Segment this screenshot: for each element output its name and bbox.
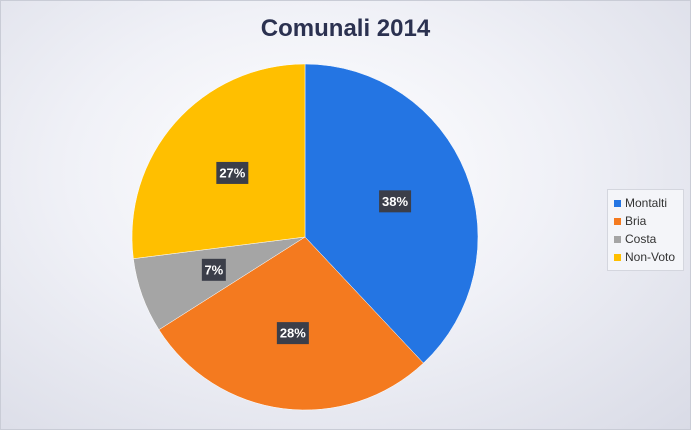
legend-label: Costa [625, 232, 657, 246]
data-label: 38% [379, 190, 412, 213]
legend-item: Costa [614, 230, 675, 248]
legend-swatch [614, 253, 621, 261]
pie-slice-montalti [304, 63, 479, 364]
data-label: 7% [201, 258, 226, 281]
data-label-text: 7% [204, 262, 223, 277]
data-label-text: 27% [219, 165, 245, 180]
data-label: 28% [276, 322, 309, 345]
data-label-box [216, 161, 249, 184]
legend-item: Bria [614, 212, 675, 230]
data-label: 27% [216, 161, 249, 184]
legend-item: Montalti [614, 194, 675, 212]
data-label-box [201, 258, 226, 281]
chart-legend: Montalti Bria Costa Non-Voto [607, 189, 685, 271]
legend-swatch [614, 235, 621, 243]
legend-label: Bria [625, 214, 647, 228]
chart-title: Comunali 2014 [260, 15, 431, 42]
data-label-text: 38% [382, 194, 408, 209]
legend-item: Non-Voto [614, 248, 675, 266]
legend-label: Non-Voto [625, 250, 676, 264]
pie-slice-non-voto [131, 63, 306, 259]
legend-swatch [614, 217, 621, 225]
data-label-text: 28% [280, 326, 306, 341]
legend-label: Montalti [625, 196, 668, 210]
data-label-box [276, 322, 309, 345]
data-label-box [379, 190, 412, 213]
legend-swatch [614, 199, 621, 207]
